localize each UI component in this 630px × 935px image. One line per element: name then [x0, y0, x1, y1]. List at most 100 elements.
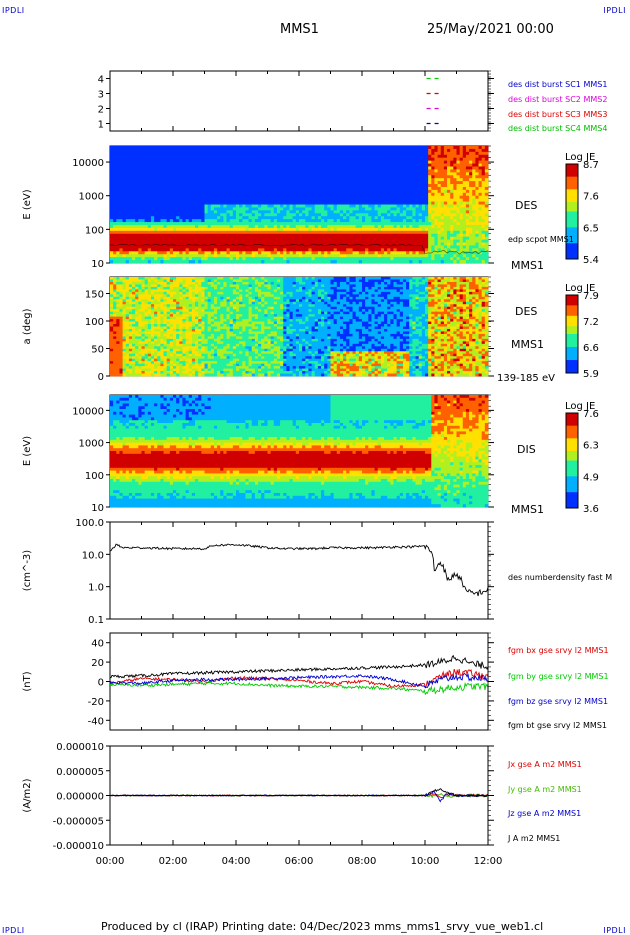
spectrogram-cell [356, 184, 360, 187]
spectrogram-cell [255, 187, 259, 190]
spectrogram-cell [419, 172, 423, 175]
spectrogram-cell [463, 237, 467, 240]
spectrogram-cell [353, 164, 357, 167]
spectrogram-cell [138, 199, 142, 202]
spectrogram-cell [482, 257, 486, 260]
spectrogram-cell [135, 260, 139, 263]
spectrogram-cell [315, 152, 319, 155]
spectrogram-cell [422, 181, 426, 184]
spectrogram-cell [463, 213, 467, 216]
spectrogram-cell [198, 207, 202, 210]
spectrogram-cell [356, 245, 360, 248]
spectrogram-cell [327, 260, 331, 263]
spectrogram-cell [242, 196, 246, 199]
spectrogram-cell [205, 260, 209, 263]
colorbar-step [566, 215, 578, 219]
spectrogram-cell [239, 155, 243, 158]
spectrogram-cell [255, 260, 259, 263]
spectrogram-cell [192, 187, 196, 190]
spectrogram-cell [261, 152, 265, 155]
spectrogram-cell [378, 254, 382, 257]
spectrogram-cell [132, 205, 136, 208]
spectrogram-cell [425, 240, 429, 243]
spectrogram-cell [479, 213, 483, 216]
spectrogram-cell [138, 184, 142, 187]
spectrogram-cell [160, 155, 164, 158]
spectrogram-cell [123, 178, 127, 181]
spectrogram-cell [236, 149, 240, 152]
spectrogram-cell [331, 172, 335, 175]
spectrogram-cell [305, 172, 309, 175]
spectrogram-cell [255, 190, 259, 193]
spectrogram-cell [132, 184, 136, 187]
spectrogram-cell [293, 240, 297, 243]
spectrogram-cell [371, 260, 375, 263]
spectrogram-cell [438, 196, 442, 199]
spectrogram-cell [428, 181, 432, 184]
spectrogram-cell [444, 149, 448, 152]
spectrogram-cell [441, 243, 445, 246]
spectrogram-cell [227, 257, 231, 260]
spectrogram-cell [192, 237, 196, 240]
spectrogram-cell [205, 213, 209, 216]
spectrogram-cell [274, 240, 278, 243]
spectrogram-cell [312, 196, 316, 199]
spectrogram-cell [419, 245, 423, 248]
spectrogram-cell [283, 199, 287, 202]
spectrogram-cell [220, 190, 224, 193]
spectrogram-cell [195, 199, 199, 202]
spectrogram-cell [349, 146, 353, 149]
spectrogram-cell [324, 210, 328, 213]
spectrogram-cell [431, 184, 435, 187]
spectrogram-cell [176, 169, 180, 172]
spectrogram-cell [186, 257, 190, 260]
spectrogram-cell [447, 187, 451, 190]
spectrogram-cell [397, 254, 401, 257]
spectrogram-cell [441, 205, 445, 208]
spectrogram-cell [170, 222, 174, 225]
spectrogram-cell [400, 202, 404, 205]
spectrogram-cell [353, 222, 357, 225]
spectrogram-cell [416, 155, 420, 158]
spectrogram-cell [359, 184, 363, 187]
spectrogram-cell [138, 228, 142, 231]
spectrogram-cell [186, 231, 190, 234]
spectrogram-cell [179, 219, 183, 222]
spectrogram-cell [230, 260, 234, 263]
spectrogram-cell [447, 178, 451, 181]
spectrogram-cell [236, 172, 240, 175]
spectrogram-cell [129, 164, 133, 167]
spectrogram-cell [305, 219, 309, 222]
spectrogram-cell [397, 216, 401, 219]
spectrogram-cell [381, 164, 385, 167]
spectrogram-cell [252, 169, 256, 172]
spectrogram-cell [242, 164, 246, 167]
spectrogram-cell [375, 222, 379, 225]
spectrogram-cell [422, 260, 426, 263]
spectrogram-cell [217, 169, 221, 172]
spectrogram-cell [138, 193, 142, 196]
spectrogram-cell [434, 155, 438, 158]
spectrogram-cell [167, 245, 171, 248]
spectrogram-cell [457, 231, 461, 234]
spectrogram-cell [214, 196, 218, 199]
spectrogram-cell [324, 155, 328, 158]
spectrogram-cell [453, 202, 457, 205]
spectrogram-cell [337, 225, 341, 228]
spectrogram-cell [192, 228, 196, 231]
spectrogram-cell [390, 222, 394, 225]
spectrogram-cell [308, 166, 312, 169]
spectrogram-cell [381, 222, 385, 225]
spectrogram-cell [400, 260, 404, 263]
spectrogram-cell [356, 158, 360, 161]
spectrogram-cell [236, 216, 240, 219]
spectrogram-cell [296, 175, 300, 178]
spectrogram-cell [236, 202, 240, 205]
spectrogram-cell [485, 260, 489, 263]
spectrogram-cell [283, 190, 287, 193]
spectrogram-cell [463, 181, 467, 184]
spectrogram-cell [431, 228, 435, 231]
spectrogram-cell [283, 210, 287, 213]
spectrogram-cell [422, 155, 426, 158]
spectrogram-cell [321, 158, 325, 161]
